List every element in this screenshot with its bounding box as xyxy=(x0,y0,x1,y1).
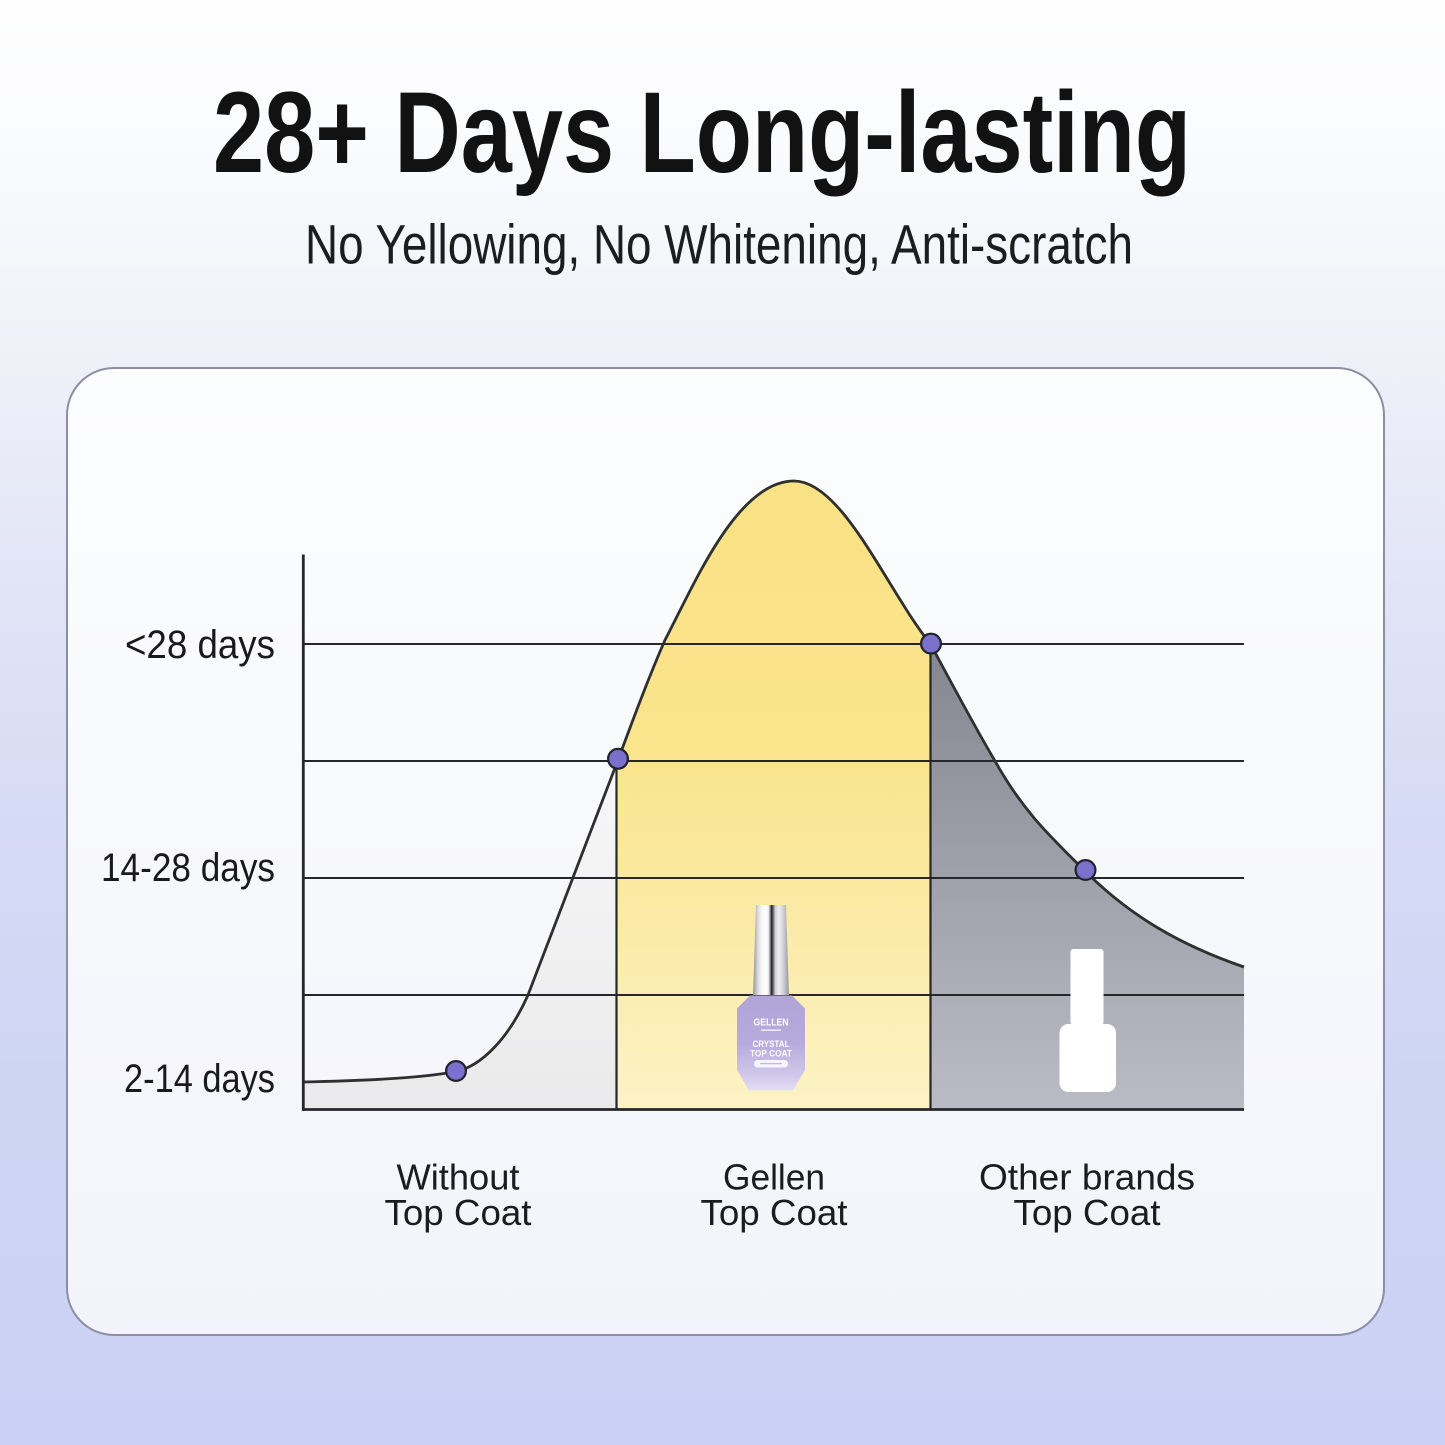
svg-text:14-28 days: 14-28 days xyxy=(101,846,275,890)
svg-text:<28 days: <28 days xyxy=(125,623,275,667)
svg-text:Top Coat: Top Coat xyxy=(385,1192,532,1233)
svg-text:Top Coat: Top Coat xyxy=(701,1192,848,1233)
svg-text:CRYSTAL: CRYSTAL xyxy=(753,1039,790,1050)
svg-text:TOP COAT: TOP COAT xyxy=(750,1049,792,1060)
svg-text:28+ Days Long-lasting: 28+ Days Long-lasting xyxy=(213,69,1191,197)
svg-text:Without: Without xyxy=(397,1157,520,1198)
svg-text:GELLEN: GELLEN xyxy=(754,1017,789,1029)
svg-text:Top Coat: Top Coat xyxy=(1014,1192,1161,1233)
svg-text:2-14 days: 2-14 days xyxy=(124,1057,275,1101)
svg-text:Gellen: Gellen xyxy=(723,1157,825,1198)
svg-text:No Yellowing, No Whitening, An: No Yellowing, No Whitening, Anti-scratch xyxy=(305,213,1133,276)
svg-text:Other brands: Other brands xyxy=(979,1157,1195,1198)
